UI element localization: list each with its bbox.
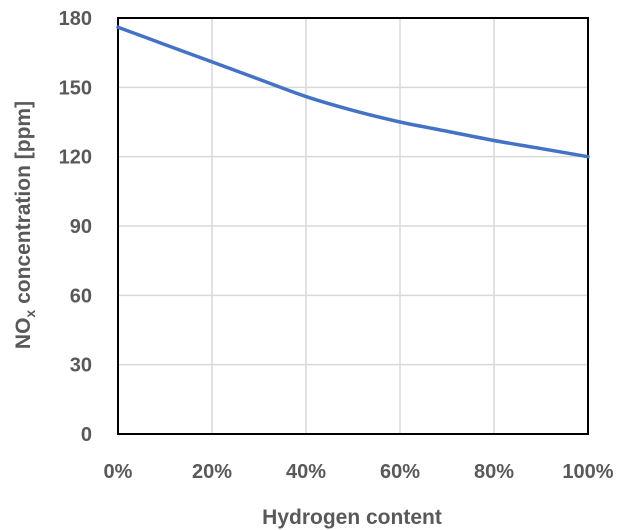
y-tick-label: 60 [70, 285, 92, 307]
x-tick-label: 20% [192, 461, 232, 483]
y-axis-title-main: NO [12, 318, 35, 350]
y-axis-title: NOx concentration [ppm] [12, 101, 38, 349]
x-tick-label: 100% [562, 461, 613, 483]
x-tick-label: 80% [474, 461, 514, 483]
plot-border [117, 17, 589, 435]
y-axis-ticks: 0 30 60 90 120 150 180 [59, 8, 92, 446]
y-axis-title-subscript: x [22, 310, 38, 318]
y-tick-label: 0 [81, 424, 92, 446]
x-tick-label: 0% [104, 461, 133, 483]
series-line [116, 25, 590, 159]
y-tick-label: 120 [59, 147, 92, 169]
x-tick-label: 40% [286, 461, 326, 483]
plot-frame [117, 17, 589, 435]
y-tick-label: 180 [59, 8, 92, 30]
x-axis-ticks: 0% 20% 40% 60% 80% 100% [104, 461, 614, 483]
series-layer [116, 25, 590, 159]
y-tick-label: 30 [70, 355, 92, 377]
x-tick-label: 60% [380, 461, 420, 483]
x-axis-title: Hydrogen content [262, 506, 442, 529]
grid [118, 18, 588, 434]
y-tick-label: 150 [59, 77, 92, 99]
y-tick-label: 90 [70, 216, 92, 238]
y-axis-title-rest: concentration [ppm] [12, 101, 35, 310]
